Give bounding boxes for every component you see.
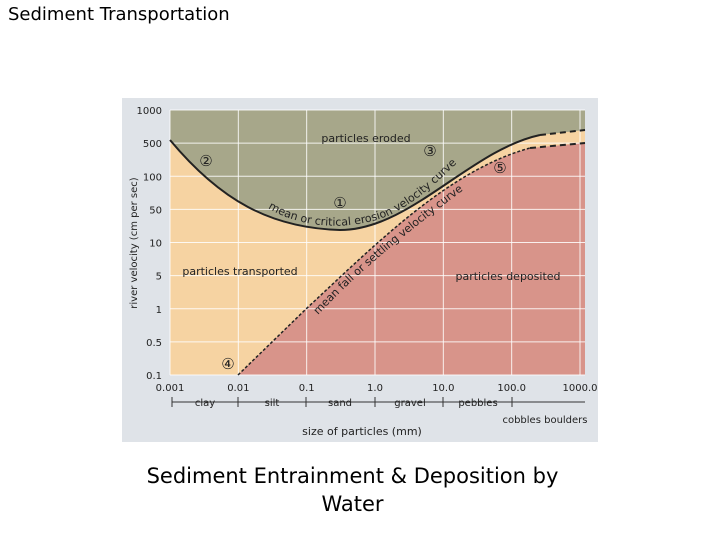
y-tick-label: 500	[143, 139, 162, 150]
size-class-label: gravel	[394, 398, 425, 409]
y-tick-label: 10	[149, 239, 162, 250]
x-tick-label: 1000.0	[563, 383, 598, 394]
erosion-curve	[169, 134, 541, 232]
x-tick-label: 0.001	[156, 383, 185, 394]
marker: ①	[333, 194, 346, 212]
size-class-label: silt	[265, 398, 280, 409]
x-tick-label: 100.0	[497, 383, 526, 394]
erosion-region	[170, 110, 585, 230]
y-tick-label: 1	[156, 305, 162, 316]
x-tick-label: 0.01	[227, 383, 249, 394]
y-tick-label: 5	[156, 272, 162, 283]
x-tick-label: 0.1	[299, 383, 315, 394]
erosion-curve-extension	[539, 129, 586, 136]
y-axis-label: river velocity (cm per sec)	[129, 177, 140, 308]
y-tick-label: 0.1	[146, 371, 162, 382]
marker: ⑤	[493, 159, 506, 177]
region-label: particles eroded	[321, 132, 410, 145]
size-class-label: clay	[195, 398, 215, 409]
size-class-label: sand	[328, 398, 352, 409]
y-tick-label: 50	[149, 205, 162, 216]
x-tick-label: 10.0	[432, 383, 454, 394]
marker: ②	[199, 152, 212, 170]
size-class-label: pebbles	[458, 398, 497, 409]
y-tick-label: 100	[143, 172, 162, 183]
slide-title: Sediment Transportation	[8, 4, 230, 25]
y-tick-label: 0.5	[146, 338, 162, 349]
y-tick-label: 1000	[137, 106, 162, 117]
marker: ④	[221, 355, 234, 373]
slide-caption: Sediment Entrainment & Deposition by Wat…	[146, 464, 559, 516]
region-label: particles deposited	[455, 270, 560, 283]
x-tick-label: 1.0	[367, 383, 383, 394]
marker: ③	[423, 142, 436, 160]
x-axis-label: size of particles (mm)	[302, 425, 422, 438]
deposition-region	[238, 143, 585, 375]
region-label: particles transported	[182, 265, 297, 278]
size-class-label: cobbles boulders	[502, 415, 587, 426]
